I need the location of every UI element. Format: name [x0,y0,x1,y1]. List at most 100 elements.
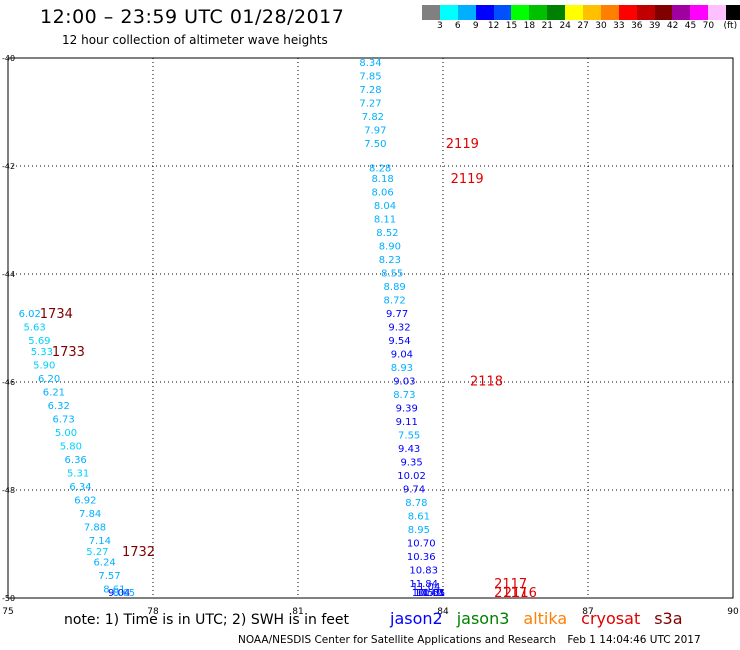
plot-frame [7,57,734,599]
wave-height-value: 8.93 [391,363,413,374]
y-tick-label: -48 [2,486,15,495]
wave-height-value: 6.20 [38,374,60,385]
legend-label: 30 [595,21,607,31]
legend-label: 33 [613,21,625,31]
wave-height-value: 5.90 [33,361,55,372]
x-tick-label: 90 [727,607,739,617]
wave-height-value: 9.77 [386,309,408,320]
legend-swatch [422,5,440,20]
wave-height-value: 11.84 [409,579,438,590]
wave-height-value: 10.53 [412,588,441,599]
legend-label: 36 [631,21,643,31]
wave-height-value: 7.50 [364,139,386,150]
legend-swatch [636,5,655,20]
legend-label: 70 [702,21,715,31]
legend-swatch [457,5,476,20]
pass-time-label: 1732 [122,545,155,560]
wave-height-value: 7.27 [359,99,381,110]
chart-title: 12:00 – 23:59 UTC 01/28/2017 [40,6,345,28]
wave-height-value: 6.36 [65,455,87,466]
legend-label: 9 [472,21,479,31]
wave-height-value: 10.51 [417,588,446,599]
chart-subtitle: 12 hour collection of altimeter wave hei… [62,33,328,47]
credit-line: NOAA/NESDIS Center for Satellite Applica… [238,634,709,646]
legend-swatch [511,5,530,20]
wave-height-value: 8.18 [371,174,393,185]
x-tick-label: 78 [147,607,159,617]
satellite-jason3: jason3 [456,609,510,628]
x-tick-label: 81 [292,607,303,617]
wave-height-value: 8.90 [379,242,401,253]
color-scale-labels: 3 6 9 12 15 18 21 24 27 30 33 36 39 42 45 70 (ft) [422,21,737,33]
wave-height-value: 11.05 [417,588,446,599]
wave-height-value: 5.31 [67,469,89,480]
wave-height-value: 6.34 [69,482,91,493]
wave-height-value: 10.36 [407,552,436,563]
wave-height-value: 8.06 [371,188,393,199]
wave-height-value: 5.69 [28,336,50,347]
color-scale-legend [422,5,740,20]
legend-swatch [439,5,458,20]
legend-swatch [565,5,584,20]
satellite-jason2: jason2 [390,609,443,628]
legend-label: 45 [684,21,697,31]
legend-label: (ft) [723,21,738,31]
legend-label: 42 [666,21,679,31]
wave-height-value: 9.04 [391,350,413,361]
legend-swatch [547,5,566,20]
wave-height-value: 5.80 [60,442,82,453]
y-tick-label: -42 [2,162,15,171]
legend-swatch [726,5,740,20]
wave-height-value: 9.43 [398,444,420,455]
pass-time-label: 2119 [446,137,479,152]
y-tick-label: -44 [2,270,15,279]
wave-height-value: 9.35 [400,458,422,469]
wave-height-value: 9.03 [393,377,415,388]
satellite-legend: jason2 jason3 altika cryosat s3a [390,609,697,628]
wave-height-value: 7.14 [89,536,111,547]
pass-time-label: 2119 [451,172,484,187]
x-tick-label: 84 [437,607,449,617]
legend-swatch [529,5,548,20]
pass-time-label: 2118 [470,375,503,390]
pass-time-label: 1734 [40,307,73,322]
legend-label: 12 [487,21,500,31]
x-tick-label: 87 [582,607,593,617]
credit-text: NOAA/NESDIS Center for Satellite Applica… [238,634,556,646]
wave-height-value: 6.92 [74,496,96,507]
wave-height-value: 9.04 [108,588,130,599]
wave-height-value: 8.61 [408,512,430,523]
wave-height-value: 8.65 [113,588,135,599]
x-tick-label: 75 [2,607,13,617]
satellite-cryosat: cryosat [581,609,641,628]
wave-height-value: 8.78 [405,498,427,509]
wave-height-value: 9.39 [396,404,418,415]
wave-height-value: 7.84 [79,509,101,520]
wave-height-value: 7.85 [359,72,381,83]
legend-label: 21 [541,21,554,31]
wave-height-value: 8.11 [374,215,396,226]
wave-height-value: 8.95 [408,525,430,536]
wave-height-value: 5.00 [55,428,77,439]
wave-height-value: 6.24 [94,558,116,569]
wave-height-value: 8.52 [376,228,398,239]
wave-height-value: 9.74 [403,485,425,496]
wave-height-value: 8.73 [393,390,415,401]
legend-label: 39 [648,21,661,31]
wave-height-value: 10.83 [409,566,438,577]
wave-height-value: 8.04 [374,201,396,212]
pass-time-label: 1733 [52,345,85,360]
wave-height-value: 8.72 [384,296,406,307]
legend-label: 15 [505,21,518,31]
wave-height-value: 5.33 [31,347,53,358]
wave-height-value: 10.49 [414,588,443,599]
legend-swatch [708,5,727,20]
wave-height-value: 10.70 [407,539,436,550]
legend-swatch [600,5,619,20]
wave-height-value: 8.28 [369,163,391,174]
wave-height-value: 8.23 [379,255,401,266]
satellite-s3a: s3a [654,609,683,628]
wave-height-value: 7.88 [84,523,106,534]
legend-label: 24 [559,21,571,31]
